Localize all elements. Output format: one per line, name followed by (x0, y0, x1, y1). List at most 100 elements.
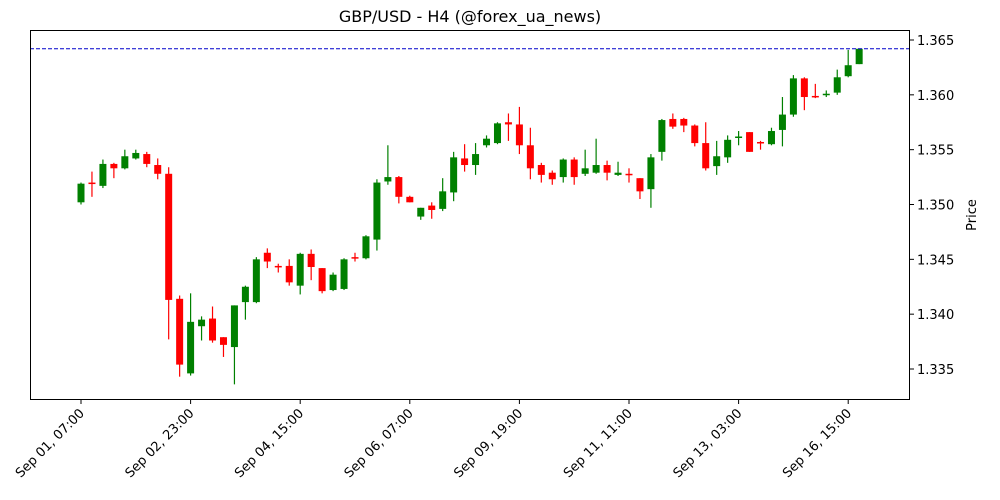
candle (450, 151, 458, 202)
candle (724, 135, 732, 163)
candle-body-down (209, 318, 217, 341)
candle-body-down (406, 196, 414, 203)
candle-body-down (548, 172, 556, 180)
x-tick-label: Sep 13, 03:00 (671, 406, 746, 481)
candle-body-up (822, 93, 830, 96)
candle (230, 305, 238, 385)
candle-body-down (154, 165, 162, 174)
candle-body-down (219, 337, 227, 345)
candle-body-up (789, 78, 797, 115)
candle-body-up (833, 77, 841, 93)
y-tick-label: 1.350 (917, 199, 954, 214)
candle (99, 159, 107, 189)
candle (636, 178, 644, 200)
candle (351, 252, 359, 262)
candle-body-down (603, 165, 611, 173)
candle (515, 106, 523, 155)
candle (658, 118, 666, 161)
candle (855, 48, 863, 65)
candle (296, 252, 304, 295)
candle (318, 268, 326, 294)
candle (285, 259, 293, 286)
candle (252, 257, 260, 304)
candle-body-down (307, 253, 315, 268)
candle (187, 293, 195, 376)
candle-body-up (373, 182, 381, 240)
candle-body-up (844, 65, 852, 77)
candle-body-up (77, 183, 85, 203)
candle-body-up (483, 138, 491, 146)
candle-body-down (351, 257, 359, 259)
candle-body-up (252, 259, 260, 303)
x-tick-label: Sep 04, 15:00 (232, 406, 307, 481)
candle-body-up (296, 253, 304, 286)
candle (77, 182, 85, 205)
candle (746, 132, 754, 152)
candle-body-down (461, 158, 469, 166)
candle-body-up (592, 165, 600, 173)
candle (811, 83, 819, 99)
candle-body-up (767, 131, 775, 145)
candle-body-up (132, 152, 140, 159)
candle-body-down (636, 178, 644, 192)
candle-body-down (746, 132, 754, 152)
candle (165, 167, 173, 340)
candle (329, 272, 337, 292)
candle (384, 145, 392, 185)
candle-body-up (362, 236, 370, 259)
candle (428, 202, 436, 219)
candle-body-down (274, 265, 282, 268)
y-tick-label: 1.340 (917, 308, 954, 323)
candle-body-down (680, 118, 688, 126)
chart-title: GBP/USD - H4 (@forex_ua_news) (339, 7, 601, 27)
candle (110, 162, 118, 179)
candle (789, 75, 797, 117)
candle-body-up (241, 286, 249, 303)
candle-body-up (658, 120, 666, 152)
candle (219, 337, 227, 357)
candle (406, 195, 414, 203)
candle-body-up (559, 159, 567, 178)
candle (713, 140, 721, 175)
candle (121, 149, 129, 170)
candle-body-down (428, 205, 436, 210)
candle (154, 158, 162, 180)
y-tick-label: 1.335 (917, 363, 954, 378)
candle (373, 179, 381, 251)
candle-body-up (121, 156, 129, 169)
y-tick-label: 1.365 (917, 34, 954, 49)
candle (209, 306, 217, 343)
candle (778, 97, 786, 147)
candle-body-up (384, 177, 392, 182)
candle-body-down (504, 122, 512, 125)
x-tick-label: Sep 02, 23:00 (123, 406, 198, 481)
candle-body-down (570, 159, 578, 178)
candle-body-up (450, 157, 458, 193)
y-axis: 1.335 1.340 1.345 1.350 1.355 1.360 1.365 (910, 34, 954, 378)
candle-body-up (198, 319, 206, 327)
candle (340, 258, 348, 291)
x-tick-label: Sep 09, 19:00 (451, 406, 526, 481)
candle-body-up (724, 139, 732, 158)
candle-body-down (691, 125, 699, 144)
candle (395, 175, 403, 204)
candle (603, 160, 611, 181)
candle-body-up (187, 321, 195, 374)
candle (143, 151, 151, 168)
candle-body-up (472, 154, 480, 166)
plot-frame (30, 30, 910, 400)
candle-body-up (340, 259, 348, 289)
candle-body-up (735, 136, 743, 139)
candle-body-down (143, 154, 151, 164)
y-tick-label: 1.355 (917, 144, 954, 159)
x-tick-label: Sep 06, 07:00 (342, 406, 417, 481)
candle-body-up (329, 274, 337, 291)
candle-body-down (318, 268, 326, 292)
candle (581, 149, 589, 176)
candle (263, 248, 271, 269)
candle (767, 127, 775, 146)
candle (548, 170, 556, 185)
candle-body-down (176, 298, 184, 365)
candle-body-up (493, 123, 501, 144)
candle (570, 157, 578, 185)
